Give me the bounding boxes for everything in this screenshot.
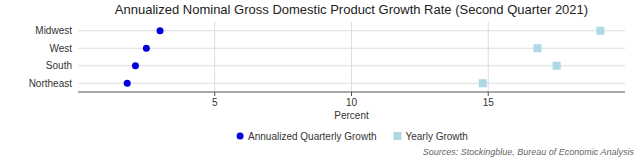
- dot-point: [143, 45, 150, 52]
- grid-line-y: [78, 48, 625, 49]
- dot-point: [157, 27, 164, 34]
- grid-line-x: [214, 22, 215, 92]
- grid-line-x: [351, 22, 352, 92]
- square-point: [553, 62, 561, 70]
- legend-item: Yearly Growth: [393, 131, 467, 142]
- x-tick: [214, 92, 215, 96]
- square-point: [479, 79, 487, 87]
- category-label: Northeast: [29, 78, 73, 89]
- x-ticks: 5 10 15: [212, 92, 494, 108]
- grid-line-y: [78, 65, 625, 66]
- x-tick: [351, 92, 352, 96]
- grid: [78, 22, 625, 92]
- dot-point: [132, 62, 139, 69]
- chart: Annualized Nominal Gross Domestic Produc…: [0, 0, 640, 160]
- category-label: Midwest: [35, 25, 72, 36]
- dot-point: [124, 80, 131, 87]
- x-tick-label: 5: [212, 97, 218, 108]
- source-note: Sources: Stockingblue, Bureau of Economi…: [423, 147, 635, 157]
- title: Annualized Nominal Gross Domestic Produc…: [115, 2, 588, 17]
- legend: Annualized Quarterly Growth Yearly Growth: [237, 131, 468, 142]
- chart-container: Annualized Nominal Gross Domestic Produc…: [0, 0, 640, 160]
- legend-item: Annualized Quarterly Growth: [237, 131, 377, 142]
- series-0: [124, 27, 164, 87]
- x-tick-label: 15: [483, 97, 495, 108]
- series-1: [479, 27, 605, 88]
- grid-line-x: [488, 22, 489, 92]
- category-label: South: [46, 60, 72, 71]
- x-axis-label: Percent: [334, 110, 369, 121]
- x-tick: [488, 92, 489, 96]
- x-tick-label: 10: [346, 97, 358, 108]
- legend-swatch: [237, 133, 244, 140]
- legend-label: Annualized Quarterly Growth: [248, 131, 376, 142]
- legend-swatch: [393, 132, 401, 140]
- grid-line-y: [78, 83, 625, 84]
- legend-label: Yearly Growth: [405, 131, 467, 142]
- square-point: [533, 44, 541, 52]
- square-point: [596, 27, 604, 35]
- category-label: West: [49, 43, 72, 54]
- y-tick-labels: Midwest West South Northeast: [29, 25, 73, 89]
- marks: [124, 27, 605, 88]
